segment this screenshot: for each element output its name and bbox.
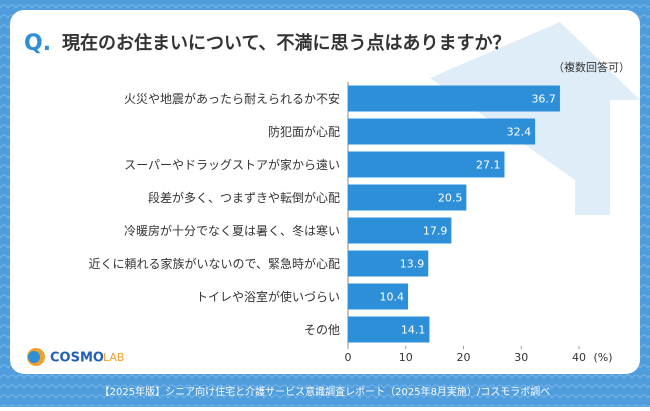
x-tick-label: 10 xyxy=(399,351,413,364)
value-label: 20.5 xyxy=(438,192,463,205)
x-tick-label: 0 xyxy=(345,351,352,364)
logo-icon xyxy=(28,351,40,363)
value-label: 13.9 xyxy=(400,258,425,271)
y-tick-label: 冷暖房が十分でなく夏は暑く、冬は寒い xyxy=(124,223,340,238)
question-mark: Q. xyxy=(24,31,51,56)
bar xyxy=(348,283,409,310)
value-label: 27.1 xyxy=(476,159,501,172)
y-tick-label: 防犯面が心配 xyxy=(268,124,340,139)
y-tick-label: その他 xyxy=(304,323,340,337)
value-label: 36.7 xyxy=(531,93,556,106)
x-tick-label: 30 xyxy=(514,351,528,364)
value-label: 14.1 xyxy=(401,324,426,337)
bar xyxy=(348,250,429,277)
x-tick-label: 40 xyxy=(572,351,586,364)
y-tick-label: 段差が多く、つまずきや転倒が心配 xyxy=(148,190,340,205)
x-tick-label: 20 xyxy=(457,351,471,364)
y-tick-label: 火災や地震があったら耐えられるか不安 xyxy=(124,91,340,106)
subtitle: （複数回答可） xyxy=(553,60,630,74)
value-label: 17.9 xyxy=(423,225,448,238)
bar xyxy=(348,316,430,343)
bar xyxy=(348,151,505,178)
value-label: 10.4 xyxy=(380,291,405,304)
chart-title: 現在のお住まいについて、不満に思う点はありますか？ xyxy=(62,32,511,54)
y-tick-label: 近くに頼れる家族がいないので、緊急時が心配 xyxy=(88,256,340,271)
logo-main: COSMO xyxy=(50,351,104,366)
bar xyxy=(348,184,467,211)
y-tick-label: スーパーやドラッグストアが家から遠い xyxy=(124,157,340,172)
x-unit: (%) xyxy=(593,351,612,364)
logo-sub: LAB xyxy=(103,351,124,364)
value-label: 32.4 xyxy=(507,126,532,139)
bar xyxy=(348,217,452,244)
bar xyxy=(348,85,560,112)
bar xyxy=(348,118,536,145)
footer: 【2025年版】シニア向け住宅と介護サービス意識調査レポート（2025年8月実施… xyxy=(100,385,551,398)
y-tick-label: トイレや浴室が使いづらい xyxy=(196,289,340,304)
